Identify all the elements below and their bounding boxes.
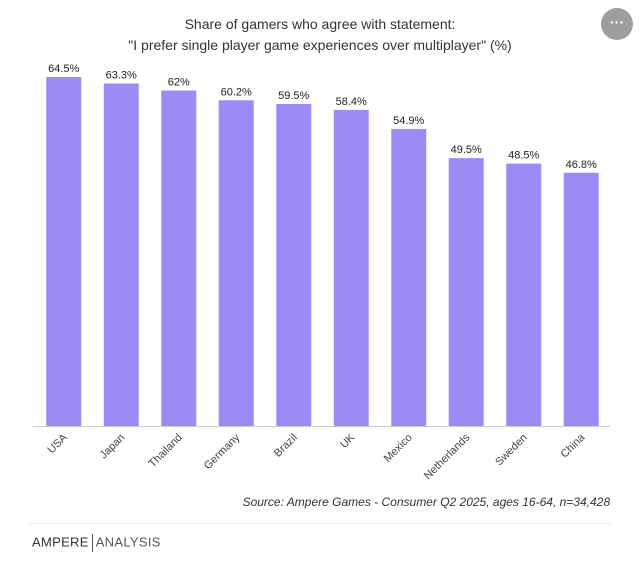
source-note: Source: Ampere Games - Consumer Q2 2025,… [242,495,610,509]
data-label: 49.5% [451,144,482,156]
bar-thailand [161,90,197,426]
x-tick-label: Sweden [493,432,530,469]
bar-sweden [506,163,542,426]
x-tick-label: UK [338,431,358,451]
x-tick-label: Thailand [147,432,185,470]
bar-mexico [391,128,427,426]
bar-netherlands [448,158,484,427]
bar-germany [218,100,254,427]
data-label: 54.9% [393,115,424,127]
data-label: 59.5% [278,90,309,102]
data-label: 48.5% [508,150,539,162]
x-tick-label: Brazil [272,432,300,460]
ellipsis-icon: ··· [610,14,624,30]
bar-usa [46,77,82,426]
x-tick-label: Japan [98,432,128,462]
data-label: 64.5% [48,63,79,75]
bar-chart: 64.5% USA 63.3% Japan 62% Thailand 60.2% German… [33,63,610,482]
data-label: 58.4% [336,96,367,108]
bar-uk [333,110,369,427]
data-label: 63.3% [106,69,137,81]
x-tick-label: Germany [202,431,243,472]
bar-brazil [276,104,312,426]
data-label: 46.8% [566,159,597,171]
bar-china [563,172,599,426]
title-line-1: Share of gamers who agree with statement… [184,16,456,32]
x-tick-label: USA [45,431,70,456]
divider [27,523,613,524]
data-label: 62% [168,77,190,89]
title-line-2: "I prefer single player game experiences… [128,37,512,53]
chart-title: Share of gamers who agree with statement… [0,14,640,56]
x-tick-label: China [559,431,588,460]
ampere-analysis-logo: AMPERE ANALYSIS [32,534,161,552]
x-tick-label: Netherlands [422,431,473,482]
more-options-button[interactable]: ··· [601,8,633,40]
bar-japan [103,83,139,426]
x-tick-label: Mexico [382,432,415,465]
data-label: 60.2% [221,86,252,98]
